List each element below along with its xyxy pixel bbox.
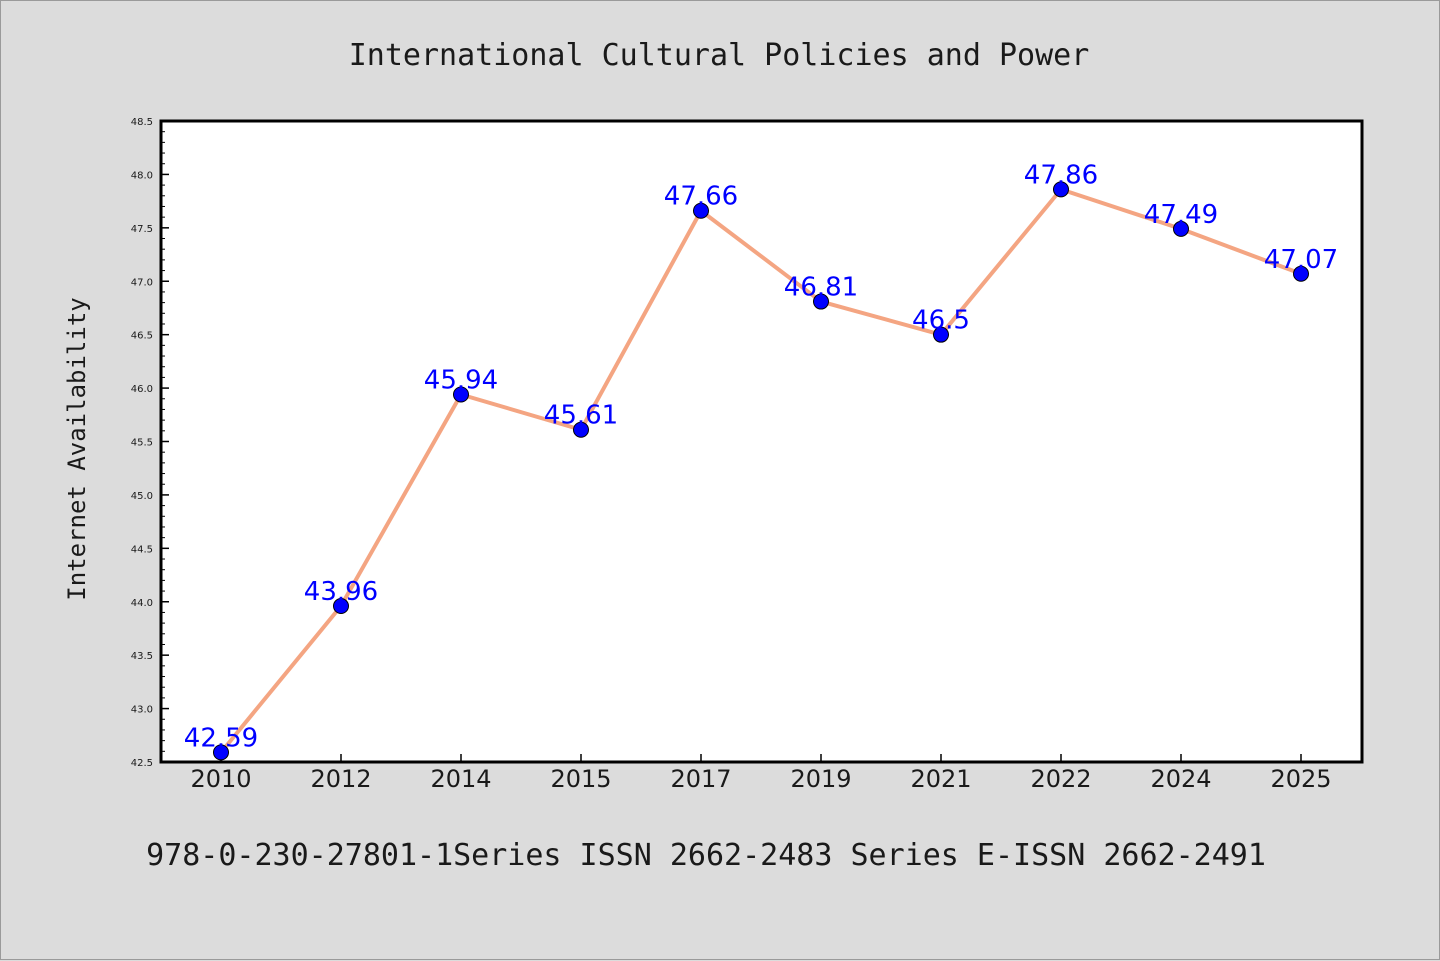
data-label: 43.96 bbox=[304, 577, 378, 607]
x-tick-label: 2019 bbox=[790, 765, 851, 793]
y-tick-label: 46.0 bbox=[131, 384, 153, 395]
data-label: 46.5 bbox=[912, 306, 970, 336]
chart-title: International Cultural Policies and Powe… bbox=[349, 38, 1090, 73]
data-label: 45.61 bbox=[544, 401, 618, 431]
data-point bbox=[1053, 181, 1069, 198]
y-tick-label: 44.5 bbox=[131, 544, 153, 555]
series-line bbox=[219, 187, 1302, 754]
series-group: 42.59 43.96 45.94 45.61 47.66 46.81 46.5 47.86 4… bbox=[184, 160, 1338, 761]
data-point bbox=[333, 598, 349, 615]
data-point bbox=[693, 202, 709, 219]
x-axis: 2010 2012 2014 2015 2017 2019 2021 2022 2024 2025 bbox=[190, 754, 1332, 793]
data-point bbox=[813, 293, 829, 310]
y-tick-label: 42.5 bbox=[131, 758, 153, 769]
data-point bbox=[453, 386, 469, 403]
footer-isbn: 978-0-230-27801-1Series ISSN 2662-2483 S… bbox=[146, 838, 1266, 873]
y-axis-label: Internet Availability bbox=[63, 297, 91, 600]
data-label: 42.59 bbox=[184, 723, 258, 753]
data-point bbox=[573, 421, 589, 438]
y-tick-label: 47.0 bbox=[131, 277, 153, 288]
x-tick-label: 2010 bbox=[190, 765, 251, 793]
y-tick-label: 44.0 bbox=[131, 598, 153, 609]
x-tick-label: 2021 bbox=[910, 765, 971, 793]
data-point bbox=[213, 744, 229, 761]
y-tick-label: 46.5 bbox=[131, 331, 153, 342]
x-tick-label: 2025 bbox=[1270, 765, 1331, 793]
data-point bbox=[933, 326, 949, 343]
x-tick-label: 2015 bbox=[550, 765, 611, 793]
x-tick-label: 2017 bbox=[670, 765, 731, 793]
x-tick-label: 2022 bbox=[1030, 765, 1091, 793]
x-tick-label: 2014 bbox=[430, 765, 491, 793]
y-tick-label: 43.5 bbox=[131, 651, 153, 662]
data-label: 47.49 bbox=[1144, 200, 1218, 230]
data-point bbox=[1173, 220, 1189, 237]
y-tick-label: 48.5 bbox=[131, 117, 153, 128]
plot-area bbox=[159, 119, 1364, 764]
y-tick-label: 43.0 bbox=[131, 705, 153, 716]
data-label: 46.81 bbox=[784, 273, 858, 303]
data-label: 47.66 bbox=[664, 182, 738, 212]
y-axis: 42.5 43.0 43.5 44.0 44.5 45.0 45.5 46.0 46.5 47.0… bbox=[131, 117, 169, 769]
data-point bbox=[1293, 265, 1309, 282]
data-label: 45.94 bbox=[424, 365, 498, 395]
y-tick-label: 47.5 bbox=[131, 224, 153, 235]
y-tick-label: 45.5 bbox=[131, 438, 153, 449]
x-tick-label: 2012 bbox=[310, 765, 371, 793]
data-label: 47.86 bbox=[1024, 160, 1098, 190]
x-tick-label: 2024 bbox=[1150, 765, 1211, 793]
y-tick-label: 45.0 bbox=[131, 491, 153, 502]
y-tick-label: 48.0 bbox=[131, 170, 153, 181]
data-label: 47.07 bbox=[1264, 245, 1338, 275]
